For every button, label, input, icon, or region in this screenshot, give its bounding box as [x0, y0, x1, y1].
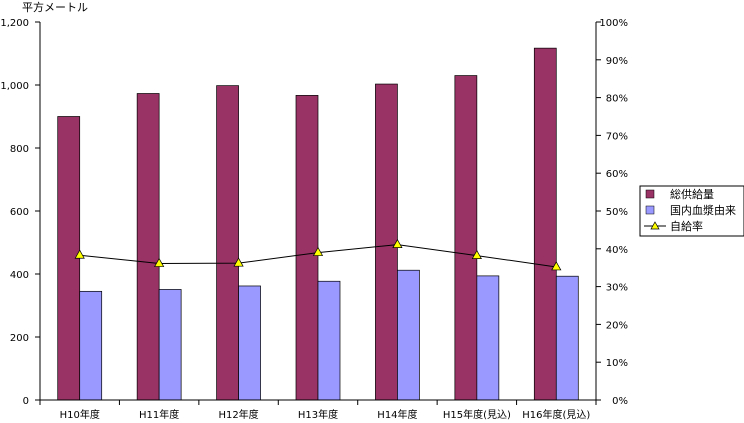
y2-axis-ticks: 0% 10% 20% 30% 40% 50% 60% 70% 80% 90% 100%: [596, 18, 628, 407]
self-sufficiency-marker: [312, 246, 324, 256]
self-sufficiency-line: [74, 238, 562, 271]
bar-domestic-plasma: [79, 290, 103, 401]
legend-label-domestic-plasma: 国内血漿由来: [670, 203, 736, 217]
bar-total-supply: [136, 93, 160, 401]
x-tick-label: H10年度: [60, 408, 100, 421]
bar-total-supply: [375, 83, 398, 401]
bar-domestic-plasma: [158, 289, 182, 401]
x-tick-label: H15年度(見込): [443, 408, 511, 421]
self-sufficiency-marker: [74, 249, 85, 259]
y-tick-label: 1,200: [0, 18, 29, 29]
x-tick-label: H12年度: [218, 408, 258, 421]
y2-tick-label: 0%: [612, 396, 628, 407]
bar-total-supply: [216, 85, 239, 401]
y2-tick-label: 10%: [606, 358, 628, 369]
legend-swatch-total-supply: [645, 189, 655, 199]
y-tick-label: 200: [10, 333, 29, 344]
x-tick-label: H11年度: [139, 408, 179, 421]
legend-label-total-supply: 総供給量: [670, 187, 714, 201]
y2-tick-label: 90%: [606, 56, 628, 67]
self-sufficiency-marker: [471, 249, 482, 259]
y-axis-ticks: 0 200 400 600 800 1,000 1,200: [0, 18, 40, 407]
bar-domestic-plasma: [317, 280, 341, 401]
y2-tick-label: 70%: [606, 131, 628, 142]
y2-tick-label: 80%: [606, 94, 628, 105]
bar-total-supply: [295, 95, 319, 401]
y-tick-label: 1,000: [0, 81, 29, 92]
legend: 総供給量 国内血漿由来 自給率: [639, 185, 744, 237]
y-tick-label: 400: [10, 270, 29, 281]
y-tick-label: 600: [10, 207, 29, 218]
y2-tick-label: 50%: [606, 207, 628, 218]
bar-domestic-plasma: [238, 285, 261, 401]
x-tick-label: H16年度(見込): [522, 408, 590, 421]
legend-label-self-sufficiency: 自給率: [670, 219, 703, 233]
self-sufficiency-marker: [551, 261, 562, 271]
y2-tick-label: 100%: [599, 18, 628, 29]
y2-tick-label: 30%: [606, 283, 628, 294]
legend-marker-self-sufficiency: [650, 221, 660, 230]
bars: [57, 47, 579, 401]
self-sufficiency-marker: [154, 257, 165, 267]
x-tick-label: H13年度: [298, 408, 338, 421]
y-tick-label: 0: [23, 396, 29, 407]
self-sufficiency-marker: [392, 238, 403, 248]
y2-tick-label: 60%: [606, 169, 628, 180]
bar-total-supply: [454, 75, 478, 401]
y-tick-label: 800: [10, 144, 29, 155]
legend-swatch-domestic-plasma: [645, 205, 655, 215]
y2-tick-label: 20%: [606, 320, 628, 331]
y2-tick-label: 40%: [606, 245, 628, 256]
x-tick-label: H14年度: [377, 408, 417, 421]
self-sufficiency-marker: [233, 257, 244, 267]
bar-domestic-plasma: [555, 275, 579, 401]
bar-total-supply: [533, 47, 557, 401]
bar-domestic-plasma: [476, 275, 500, 401]
bar-domestic-plasma: [397, 269, 420, 401]
y-axis-unit-label: 平方メートル: [22, 0, 88, 14]
x-axis-labels: H10年度 H11年度 H12年度 H13年度 H14年度 H15年度(見込) H16年度(…: [39, 400, 597, 421]
